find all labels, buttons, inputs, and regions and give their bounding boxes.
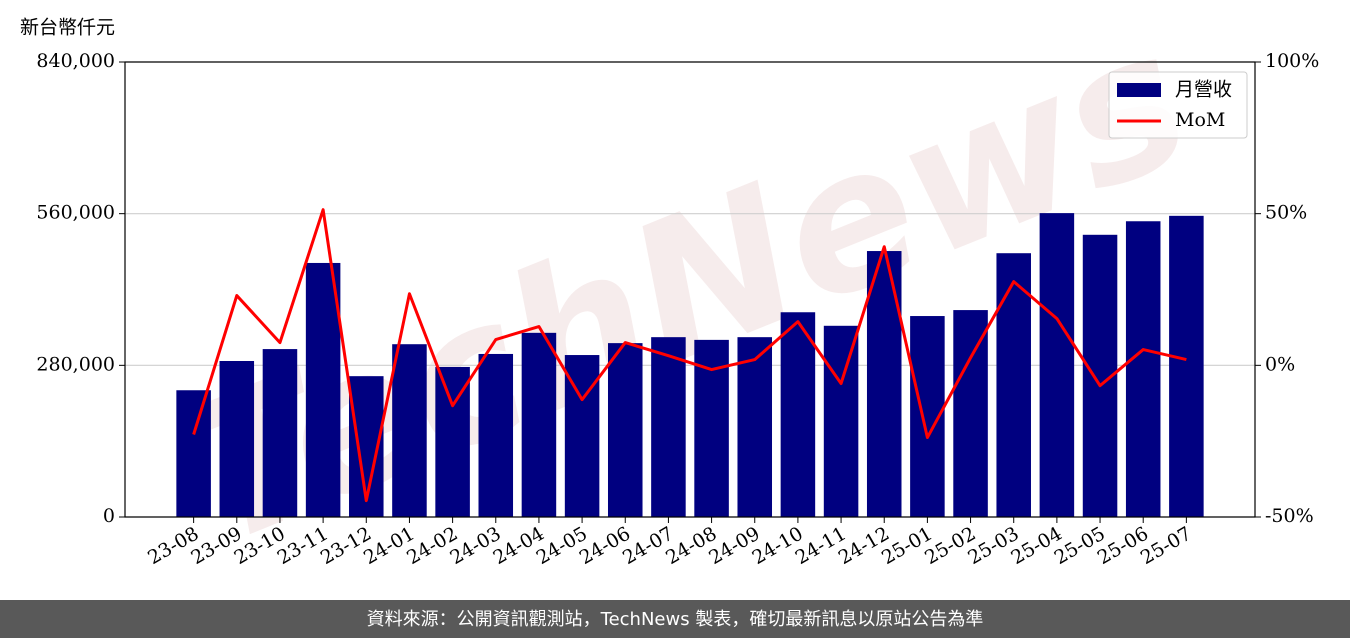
y-tick-label: 280,000 bbox=[36, 353, 115, 375]
bar bbox=[478, 353, 514, 517]
bar bbox=[651, 337, 686, 517]
y2-tick-label: -50% bbox=[1265, 505, 1314, 527]
x-tick-label: 25-07 bbox=[1137, 523, 1195, 569]
y2-tick-label: 50% bbox=[1265, 202, 1307, 224]
legend-swatch bbox=[1117, 83, 1161, 97]
bar bbox=[737, 337, 773, 517]
bar bbox=[780, 312, 816, 517]
y-tick-label: 0 bbox=[103, 505, 115, 527]
bar bbox=[521, 332, 557, 517]
legend-label: 月營收 bbox=[1175, 79, 1232, 101]
y2-tick-label: 100% bbox=[1265, 50, 1319, 72]
y-axis-label: 新台幣仟元 bbox=[20, 17, 115, 39]
y2-tick-label: 0% bbox=[1265, 353, 1295, 375]
bar bbox=[953, 310, 988, 517]
bar bbox=[1039, 213, 1075, 517]
y-tick-label: 840,000 bbox=[36, 50, 115, 72]
plot-frame bbox=[124, 61, 1256, 518]
footer-text: 資料來源：公開資訊觀測站，TechNews 製表，確切最新訊息以原站公告為準 bbox=[367, 609, 984, 630]
bar bbox=[607, 343, 643, 517]
bar bbox=[435, 366, 470, 517]
bar bbox=[823, 325, 859, 517]
bar bbox=[1125, 221, 1161, 517]
bar bbox=[392, 344, 427, 517]
line bbox=[192, 208, 1187, 503]
bar bbox=[1169, 215, 1204, 518]
bar bbox=[262, 349, 298, 517]
legend-label: MoM bbox=[1175, 109, 1225, 131]
y-tick-label: 560,000 bbox=[36, 202, 115, 224]
bar bbox=[305, 262, 341, 517]
footer-bar bbox=[0, 600, 1350, 638]
bar bbox=[219, 361, 255, 517]
bar bbox=[176, 390, 211, 517]
bar bbox=[866, 251, 902, 517]
bar bbox=[996, 253, 1031, 518]
